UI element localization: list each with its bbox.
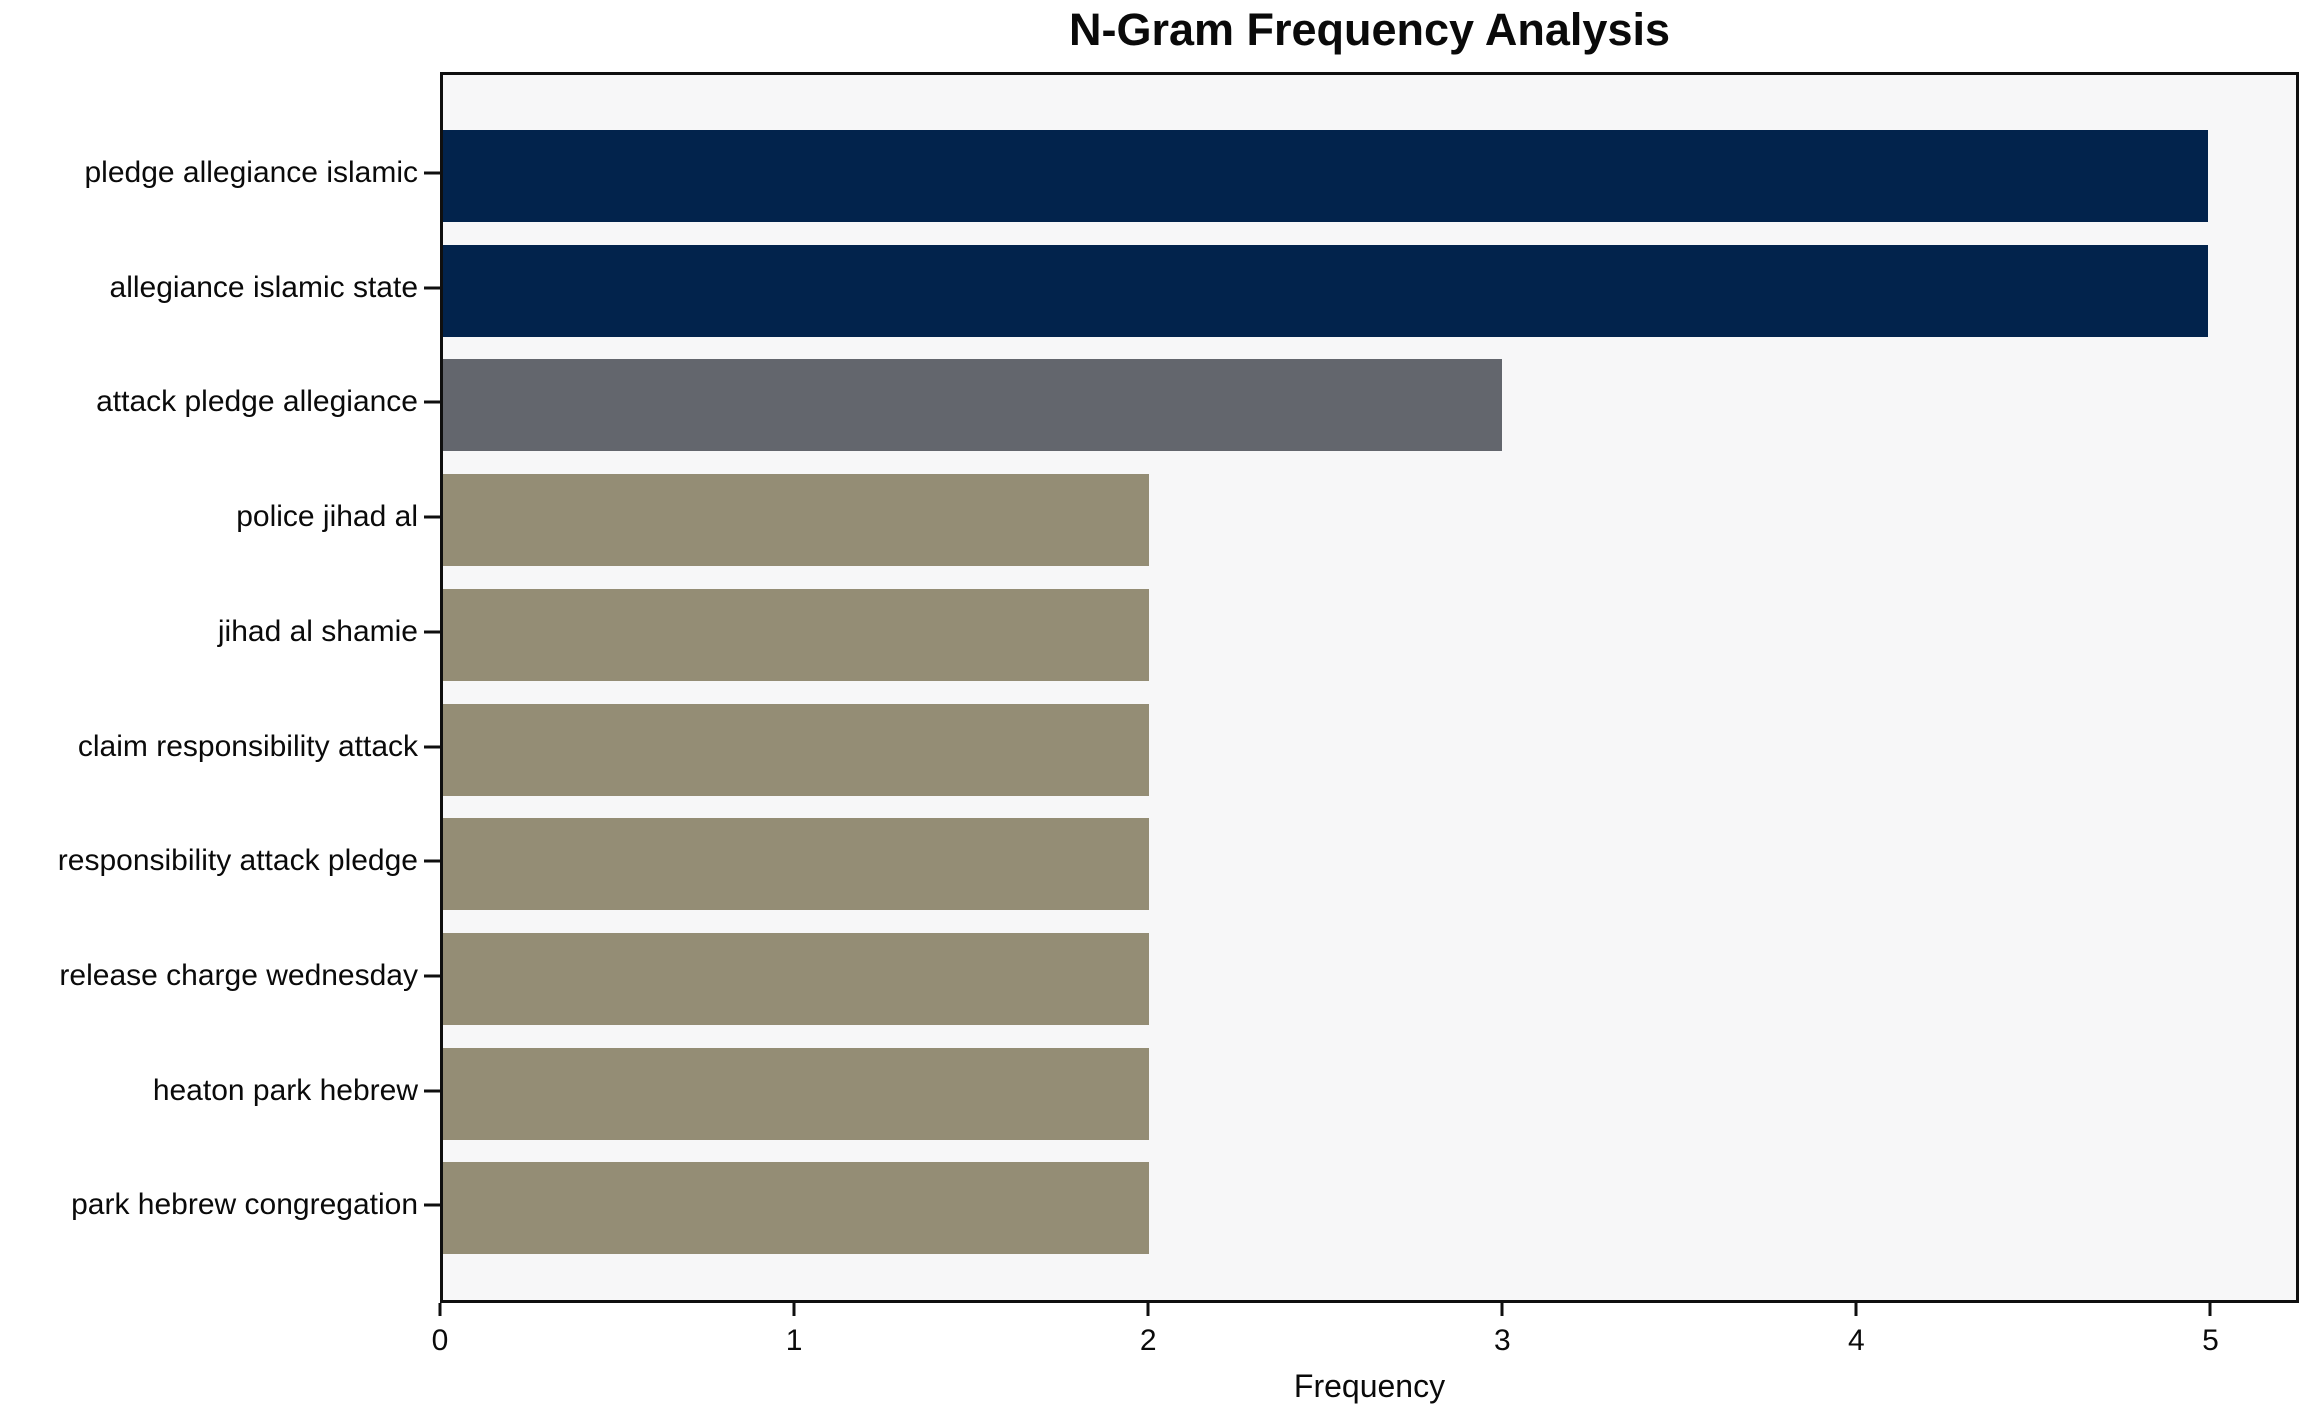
- x-tick-mark: [438, 1303, 442, 1316]
- y-tick-label: pledge allegiance islamic: [84, 156, 418, 189]
- x-axis-label: Frequency: [1293, 1368, 1446, 1404]
- y-tick-mark: [424, 974, 440, 978]
- plot-area: [440, 72, 2299, 1303]
- bar: [443, 474, 1149, 567]
- bar: [443, 932, 1149, 1025]
- y-tick-label: allegiance islamic state: [109, 270, 418, 304]
- x-tick-mark: [1146, 1303, 1150, 1316]
- bar: [443, 244, 2208, 337]
- y-tick-label: claim responsibility attack: [77, 729, 418, 763]
- y-tick-label: heaton park hebrew: [152, 1073, 418, 1107]
- bar: [443, 1047, 1149, 1140]
- x-tick-label: 5: [2202, 1324, 2219, 1357]
- bar: [443, 359, 1502, 452]
- chart-title: N-Gram Frequency Analysis: [1068, 4, 1671, 55]
- y-tick-label: park hebrew congregation: [71, 1188, 418, 1222]
- y-tick-mark: [424, 630, 440, 634]
- y-tick-mark: [424, 400, 440, 404]
- x-tick-label: 3: [1493, 1324, 1511, 1357]
- y-tick-mark: [424, 745, 440, 748]
- x-tick-mark: [792, 1303, 796, 1316]
- bar: [443, 588, 1149, 681]
- x-tick-label: 0: [431, 1324, 449, 1357]
- y-tick-mark: [424, 1089, 440, 1093]
- bar: [443, 818, 1149, 911]
- bar: [443, 130, 2208, 222]
- y-tick-label: release charge wednesday: [59, 958, 418, 992]
- bar: [443, 1162, 1149, 1255]
- y-tick-label: jihad al shamie: [217, 614, 418, 648]
- bar: [443, 703, 1149, 796]
- x-tick-label: 2: [1139, 1324, 1157, 1357]
- x-tick-label: 1: [785, 1324, 803, 1357]
- y-tick-mark: [424, 859, 440, 863]
- y-tick-mark: [424, 515, 440, 519]
- y-tick-mark: [424, 286, 440, 290]
- x-tick-mark: [1854, 1303, 1858, 1316]
- x-tick-mark: [2208, 1303, 2212, 1316]
- y-tick-mark: [424, 1203, 440, 1207]
- y-tick-label: responsibility attack pledge: [57, 844, 418, 878]
- y-tick-mark: [424, 171, 440, 175]
- y-tick-label: police jihad al: [236, 500, 418, 534]
- y-tick-label: attack pledge allegiance: [96, 385, 418, 419]
- x-tick-mark: [1500, 1303, 1504, 1316]
- x-tick-label: 4: [1848, 1324, 1865, 1357]
